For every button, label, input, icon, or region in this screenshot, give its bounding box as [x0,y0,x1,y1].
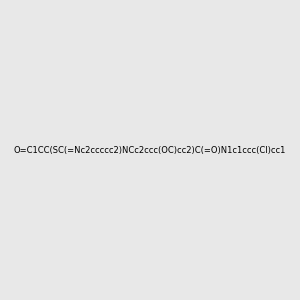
Text: O=C1CC(SC(=Nc2ccccc2)NCc2ccc(OC)cc2)C(=O)N1c1ccc(Cl)cc1: O=C1CC(SC(=Nc2ccccc2)NCc2ccc(OC)cc2)C(=O… [14,146,286,154]
